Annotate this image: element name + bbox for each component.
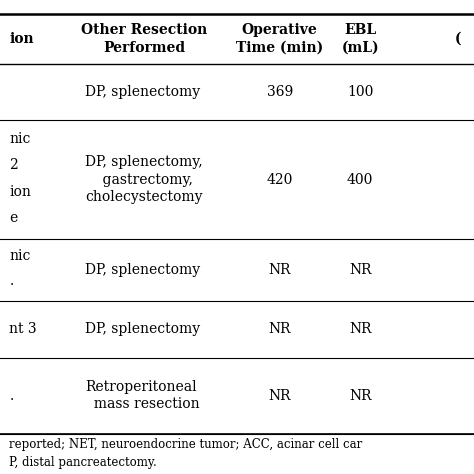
Text: NR: NR [268,322,291,336]
Text: .: . [9,389,14,402]
Text: 100: 100 [347,85,374,99]
Text: reported; NET, neuroendocrine tumor; ACC, acinar cell car: reported; NET, neuroendocrine tumor; ACC… [9,438,363,451]
Text: Other Resection
Performed: Other Resection Performed [82,23,208,55]
Text: DP, splenectomy: DP, splenectomy [85,85,201,99]
Text: EBL
(mL): EBL (mL) [341,23,379,55]
Text: 2: 2 [9,158,18,172]
Text: 400: 400 [347,173,374,187]
Text: e: e [9,211,18,225]
Text: DP, splenectomy: DP, splenectomy [85,263,201,277]
Text: .: . [9,274,14,288]
Text: nic: nic [9,249,31,264]
Text: NR: NR [268,263,291,277]
Text: ion: ion [9,184,31,199]
Text: ion: ion [9,32,34,46]
Text: DP, splenectomy,
    gastrectomy,
cholecystectomy: DP, splenectomy, gastrectomy, cholecyste… [85,155,203,204]
Text: nt 3: nt 3 [9,322,37,336]
Text: (: ( [455,32,462,46]
Text: NR: NR [349,389,372,402]
Text: nic: nic [9,132,31,146]
Text: NR: NR [349,322,372,336]
Text: NR: NR [268,389,291,402]
Text: Operative
Time (min): Operative Time (min) [236,23,323,55]
Text: 420: 420 [266,173,293,187]
Text: Retroperitoneal
  mass resection: Retroperitoneal mass resection [85,380,200,411]
Text: DP, splenectomy: DP, splenectomy [85,322,201,336]
Text: NR: NR [349,263,372,277]
Text: P, distal pancreatectomy.: P, distal pancreatectomy. [9,456,157,469]
Text: 369: 369 [266,85,293,99]
